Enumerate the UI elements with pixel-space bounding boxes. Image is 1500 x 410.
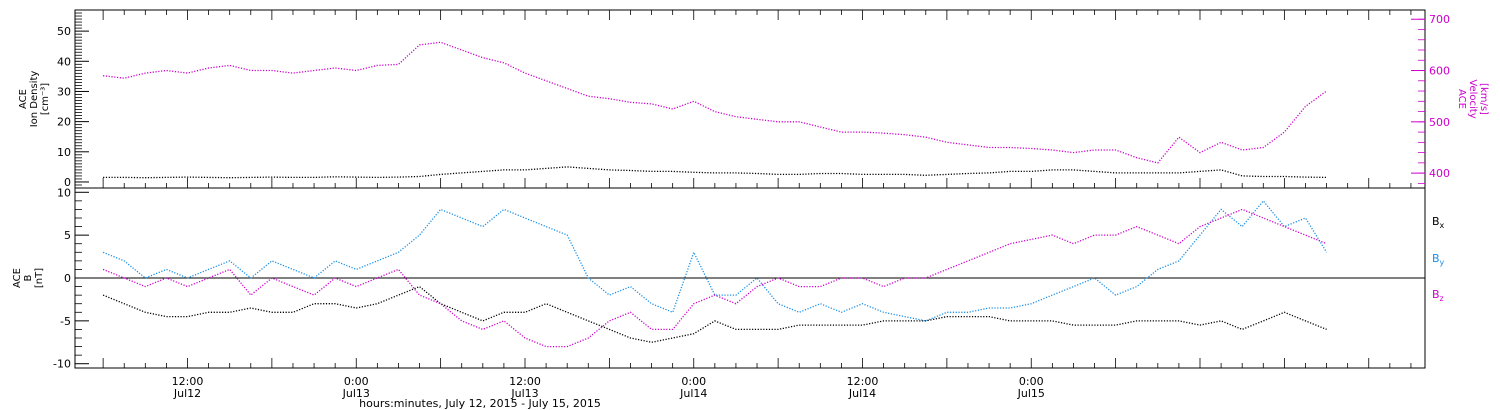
x-tick-date-0: Jul12 xyxy=(173,387,201,400)
b-label-1: ACE xyxy=(12,268,23,288)
legend-By: By xyxy=(1432,252,1445,267)
density-tick-label-3: 30 xyxy=(57,85,71,98)
magnetic-field-ticks: -10 -5 0 5 10 xyxy=(53,186,89,371)
x-tick-date-2: Jul13 xyxy=(510,387,538,400)
ion-density-ticks: 0 10 20 30 40 50 xyxy=(57,9,89,189)
velocity-label-3: [km/s] xyxy=(1478,83,1489,115)
velocity-ticks: 400 500 600 700 xyxy=(1411,13,1450,184)
x-tick-date-4: Jul14 xyxy=(848,387,876,400)
density-tick-label-2: 20 xyxy=(57,116,71,129)
x-tick-time-0: 12:00 xyxy=(172,375,204,388)
bottom-series-layer xyxy=(102,199,1328,348)
x-tick-date-3: Jul14 xyxy=(679,387,707,400)
ion-density-label-2: Ion Density xyxy=(29,71,40,128)
density-tick-label-1: 10 xyxy=(57,146,71,159)
field-tick-label-3: 5 xyxy=(64,229,71,242)
density-tick-label-5: 50 xyxy=(57,25,71,38)
b-label-3: [nT] xyxy=(34,268,45,288)
field-tick-label-0: -10 xyxy=(53,358,71,371)
legend-Bx: Bx xyxy=(1432,215,1445,230)
field-series-2 xyxy=(102,208,1327,348)
ion-density-velocity-panel: 0 10 20 30 40 50 400 500 600 700 ACE Ion Density… xyxy=(18,9,1489,189)
density-tick-label-4: 40 xyxy=(57,55,71,68)
velocity-tick-label-1: 500 xyxy=(1429,116,1450,129)
top-panel-frame xyxy=(74,9,1426,189)
ion-density-label-1: ACE xyxy=(18,89,29,109)
top-series-1 xyxy=(103,41,1327,164)
x-tick-time-5: 0:00 xyxy=(1019,375,1044,388)
velocity-label-1: ACE xyxy=(1456,89,1467,109)
time-axis: 12:00Jul120:00Jul1312:00Jul130:00Jul1412… xyxy=(102,10,1412,400)
field-tick-label-1: -5 xyxy=(60,315,71,328)
component-legend: Bx By Bz xyxy=(1432,215,1445,303)
x-tick-time-2: 12:00 xyxy=(509,375,541,388)
velocity-tick-label-3: 700 xyxy=(1429,13,1450,26)
velocity-tick-label-0: 400 xyxy=(1429,167,1450,180)
x-tick-time-4: 12:00 xyxy=(847,375,879,388)
b-label-2: B xyxy=(23,274,34,281)
field-series-1 xyxy=(102,199,1328,322)
velocity-label-2: Velocity xyxy=(1467,79,1478,118)
x-tick-date-5: Jul15 xyxy=(1017,387,1045,400)
time-axis-title: hours:minutes, July 12, 2015 - July 15, … xyxy=(359,397,601,410)
x-tick-time-3: 0:00 xyxy=(681,375,706,388)
velocity-tick-label-2: 600 xyxy=(1429,65,1450,78)
x-tick-date-1: Jul13 xyxy=(342,387,370,400)
top-series-layer xyxy=(103,41,1327,179)
ion-density-label-3: [cm⁻³] xyxy=(40,83,51,115)
magnetic-field-panel: -10 -5 0 5 10 ACE B [nT] Bx By Bz xyxy=(12,186,1445,370)
field-tick-label-4: 10 xyxy=(57,186,71,199)
x-tick-time-1: 0:00 xyxy=(344,375,369,388)
field-series-0 xyxy=(102,285,1327,343)
field-tick-label-2: 0 xyxy=(64,272,71,285)
top-series-0 xyxy=(103,166,1327,179)
density-tick-label-0: 0 xyxy=(64,176,71,189)
legend-Bz: Bz xyxy=(1432,288,1444,303)
